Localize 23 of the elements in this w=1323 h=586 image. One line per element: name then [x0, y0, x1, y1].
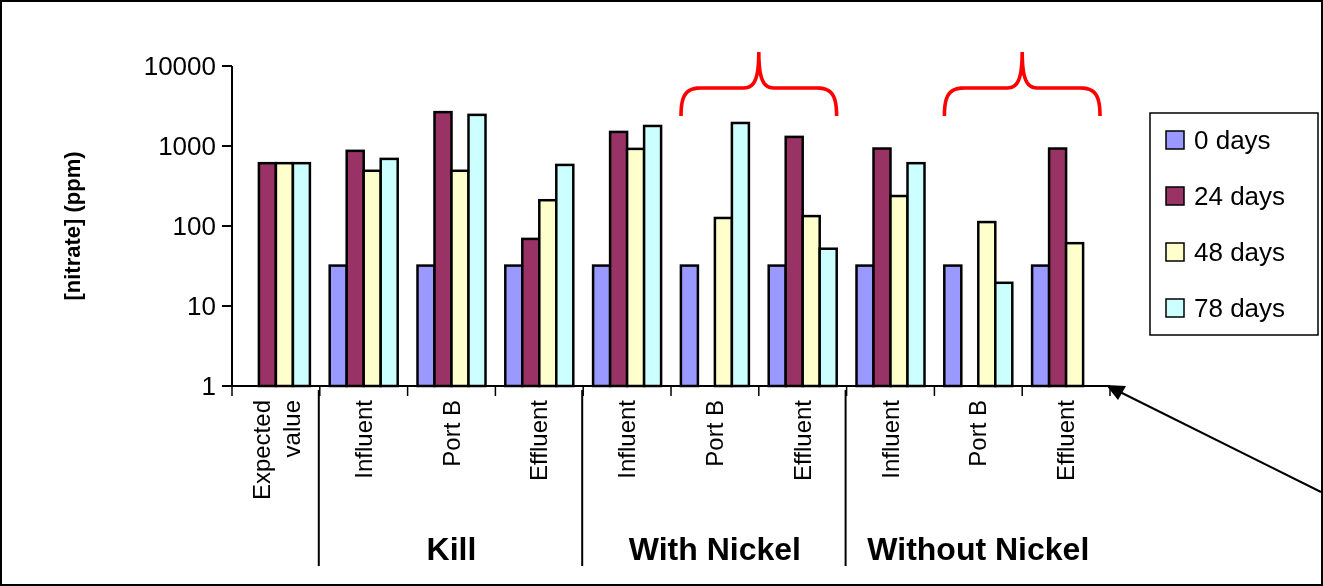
legend-label: 78 days — [1194, 293, 1286, 324]
y-tick-label: 100 — [172, 211, 216, 242]
y-tick-label: 10000 — [143, 51, 216, 82]
x-tick-label: Effluent — [525, 399, 553, 481]
text: Without Nickel — [867, 531, 1090, 567]
x-tick-label: Port B — [964, 400, 992, 467]
x-tick-label: Effluent — [1052, 399, 1080, 481]
y-axis-title: [nitrate] (ppm) — [60, 151, 85, 301]
x-tick-label: Influent — [613, 399, 641, 479]
y-tick-label: 10 — [187, 291, 216, 322]
x-tick-label: Port B — [700, 400, 728, 467]
text: Kill — [426, 531, 477, 567]
x-tick-label: Expected value — [247, 400, 305, 501]
legend-label: 48 days — [1194, 237, 1286, 268]
legend-label: 24 days — [1194, 181, 1286, 212]
x-tick-label: Port B — [437, 400, 465, 467]
x-tick-label: Influent — [876, 399, 904, 479]
legend-label: 0 days — [1194, 125, 1271, 156]
x-tick-label: Effluent — [788, 399, 816, 481]
text: With Nickel — [628, 531, 801, 567]
y-tick-label: 1 — [201, 371, 216, 402]
x-tick-label: Influent — [349, 399, 377, 479]
y-tick-label: 1000 — [158, 131, 216, 162]
